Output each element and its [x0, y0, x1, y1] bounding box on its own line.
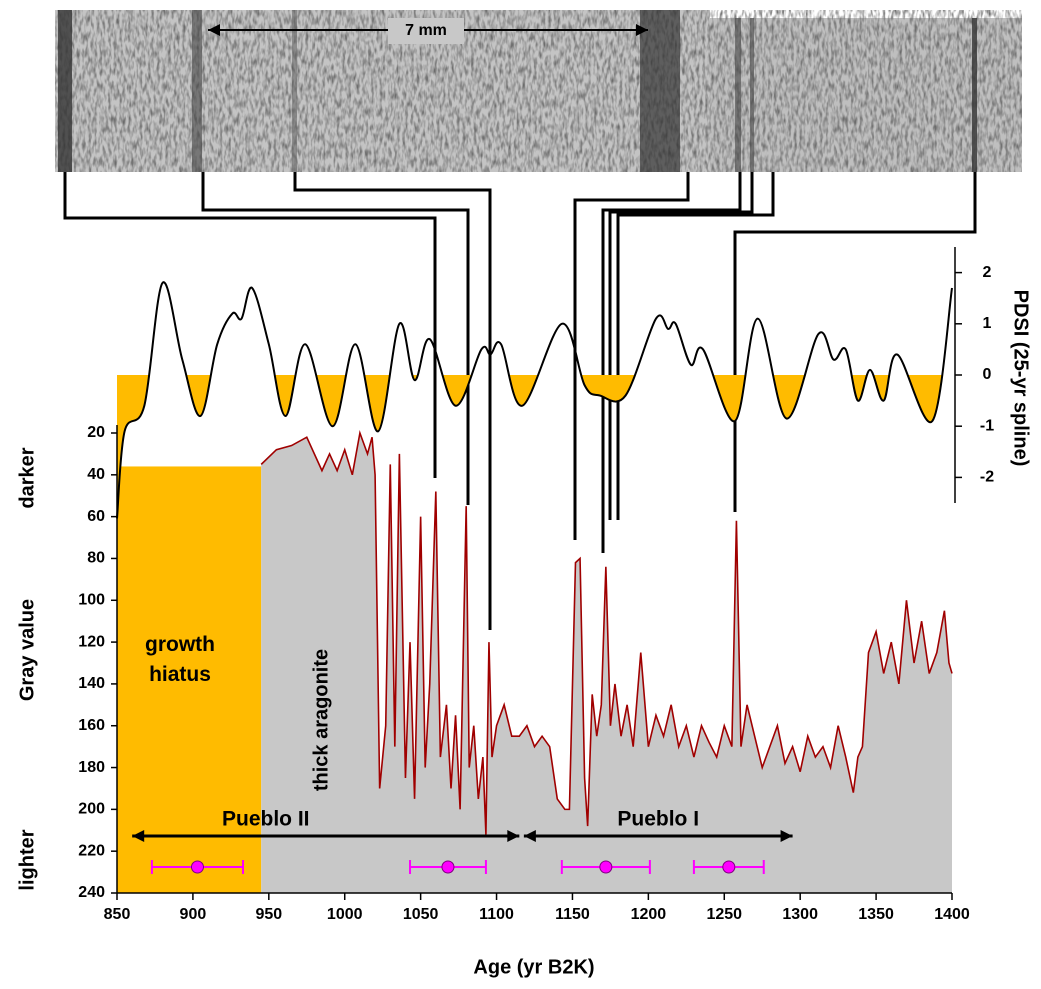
x-axis-label: Age (yr B2K) [473, 956, 594, 978]
x-tick-label: 1300 [782, 906, 818, 923]
sample-photo: 7 mm [55, 10, 1022, 172]
date-point [722, 860, 736, 874]
x-tick-label: 1150 [555, 906, 590, 923]
y-tick-label: 140 [78, 675, 105, 692]
y-tick-label: 160 [78, 717, 105, 734]
x-tick-label: 1050 [403, 906, 439, 923]
x-tick-label: 1400 [934, 906, 970, 923]
date-point [441, 860, 455, 874]
period-label: Pueblo I [617, 808, 699, 831]
hiatus-label-box: growth hiatus [145, 633, 215, 686]
period-label: Pueblo II [222, 808, 310, 831]
y2-tick-label: 0 [983, 366, 992, 383]
y-tick-label: 100 [78, 591, 105, 608]
x-tick-label: 850 [104, 906, 131, 923]
y-tick-label: 60 [87, 508, 105, 525]
y-tick-label: 200 [78, 801, 105, 818]
y-axis-label: Gray value [16, 599, 38, 701]
x-tick-label: 1000 [327, 906, 363, 923]
x-tick-label: 1200 [631, 906, 667, 923]
x-tick-label: 950 [255, 906, 282, 923]
y2-tick-label: -2 [980, 469, 994, 486]
y2-tick-label: 1 [983, 315, 992, 332]
x-tick-label: 1100 [479, 906, 514, 923]
y2-tick-label: 2 [983, 264, 992, 281]
hiatus-label: growth hiatus [145, 633, 215, 686]
pdsi-line [116, 281, 953, 519]
aragonite-label: thick aragonite [310, 649, 332, 791]
darker-label: darker [16, 447, 38, 508]
y-tick-label: 40 [87, 466, 105, 483]
y-tick-label: 240 [78, 884, 105, 901]
y2-tick-label: -1 [980, 417, 994, 434]
hiatus-box [117, 466, 262, 893]
x-tick-label: 1350 [858, 906, 894, 923]
y-tick-label: 120 [78, 633, 105, 650]
y-tick-label: 80 [87, 550, 105, 567]
date-point [190, 860, 204, 874]
y2-axis-label: PDSI (25-yr spline) [1010, 290, 1032, 467]
x-tick-label: 900 [180, 906, 207, 923]
x-tick-label: 1250 [706, 906, 742, 923]
scale-label: 7 mm [405, 22, 447, 39]
gray-area [261, 433, 952, 893]
date-point [599, 860, 613, 874]
gray-value-line [260, 429, 953, 835]
y-tick-label: 180 [78, 759, 105, 776]
y-tick-label: 220 [78, 842, 105, 859]
lighter-label: lighter [16, 829, 38, 890]
y-tick-label: 20 [87, 424, 105, 441]
